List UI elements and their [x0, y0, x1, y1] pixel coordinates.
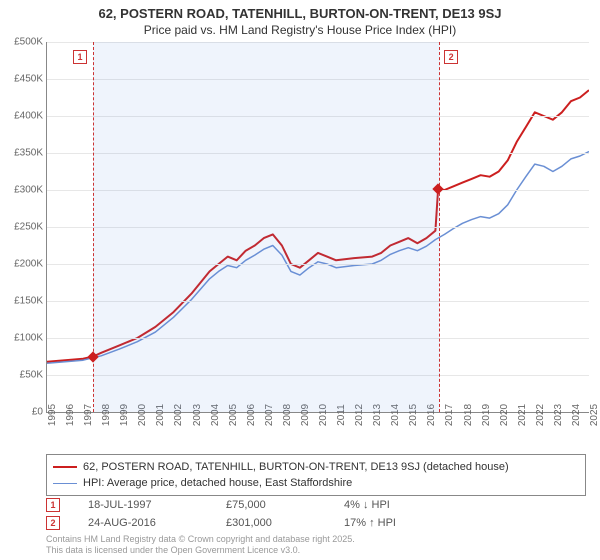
y-tick-label: £0: [1, 407, 43, 418]
note-price: £301,000: [226, 514, 316, 532]
x-tick-label: 2023: [553, 404, 564, 426]
title-main: 62, POSTERN ROAD, TATENHILL, BURTON-ON-T…: [0, 0, 600, 21]
legend-item: HPI: Average price, detached house, East…: [53, 475, 579, 491]
attribution: Contains HM Land Registry data © Crown c…: [46, 534, 355, 556]
y-tick-label: £150K: [1, 296, 43, 307]
legend-swatch: [53, 483, 77, 484]
note-flag: 2: [46, 516, 60, 530]
y-tick-label: £400K: [1, 111, 43, 122]
y-tick-label: £450K: [1, 74, 43, 85]
attribution-line: This data is licensed under the Open Gov…: [46, 545, 355, 556]
x-tick-label: 2019: [481, 404, 492, 426]
note-row: 1 18-JUL-1997 £75,000 4% ↓ HPI: [46, 496, 396, 514]
chart-area: £0£50K£100K£150K£200K£250K£300K£350K£400…: [46, 42, 589, 413]
note-delta: 17% ↑ HPI: [344, 514, 396, 532]
y-tick-label: £200K: [1, 259, 43, 270]
note-date: 18-JUL-1997: [88, 496, 198, 514]
x-tick-label: 2018: [463, 404, 474, 426]
note-price: £75,000: [226, 496, 316, 514]
shaded-region: [93, 42, 440, 412]
attribution-line: Contains HM Land Registry data © Crown c…: [46, 534, 355, 545]
x-tick-label: 2021: [517, 404, 528, 426]
note-flag: 1: [46, 498, 60, 512]
x-tick-label: 1995: [47, 404, 58, 426]
chart-container: 62, POSTERN ROAD, TATENHILL, BURTON-ON-T…: [0, 0, 600, 560]
x-tick-label: 2024: [571, 404, 582, 426]
y-tick-label: £300K: [1, 185, 43, 196]
x-tick-label: 2020: [499, 404, 510, 426]
note-row: 2 24-AUG-2016 £301,000 17% ↑ HPI: [46, 514, 396, 532]
x-tick-label: 2017: [444, 404, 455, 426]
legend: 62, POSTERN ROAD, TATENHILL, BURTON-ON-T…: [46, 454, 586, 496]
y-tick-label: £100K: [1, 333, 43, 344]
note-date: 24-AUG-2016: [88, 514, 198, 532]
legend-label: HPI: Average price, detached house, East…: [83, 475, 352, 491]
legend-swatch: [53, 466, 77, 468]
marker-flag: 2: [444, 50, 458, 64]
y-tick-label: £250K: [1, 222, 43, 233]
y-tick-label: £50K: [1, 370, 43, 381]
title-sub: Price paid vs. HM Land Registry's House …: [0, 21, 600, 37]
marker-flag: 1: [73, 50, 87, 64]
y-tick-label: £350K: [1, 148, 43, 159]
note-delta: 4% ↓ HPI: [344, 496, 390, 514]
y-tick-label: £500K: [1, 37, 43, 48]
legend-label: 62, POSTERN ROAD, TATENHILL, BURTON-ON-T…: [83, 459, 509, 475]
x-tick-label: 2025: [589, 404, 600, 426]
legend-item: 62, POSTERN ROAD, TATENHILL, BURTON-ON-T…: [53, 459, 579, 475]
x-tick-label: 1996: [65, 404, 76, 426]
x-tick-label: 2022: [535, 404, 546, 426]
transaction-notes: 1 18-JUL-1997 £75,000 4% ↓ HPI 2 24-AUG-2016 £…: [46, 496, 396, 532]
